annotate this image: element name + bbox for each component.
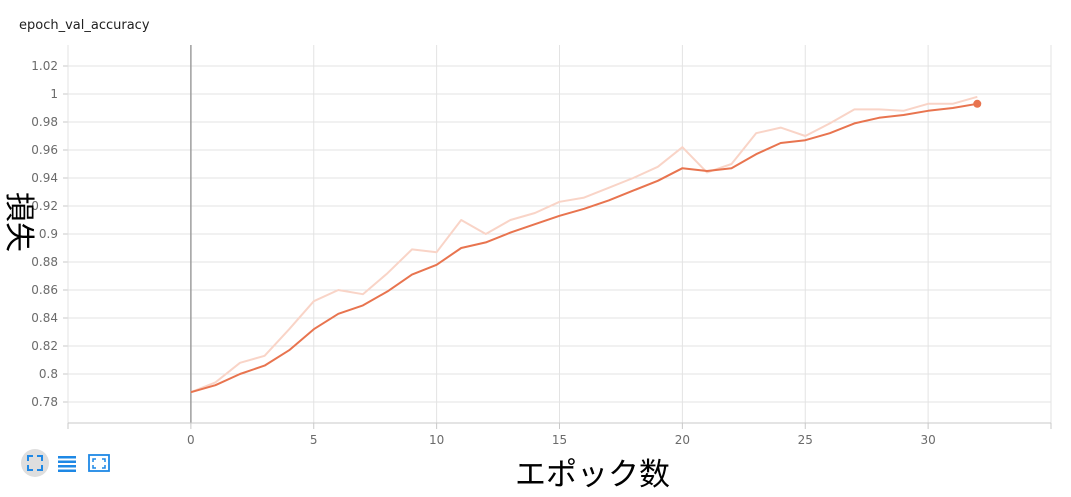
y-axis-label: 損失 (1, 192, 36, 252)
axis-layer: 0.78 0.8 0.82 0.84 0.86 0.88 0.9 0.92 0.94 0.96 0.… (31, 45, 1052, 447)
toggle-log-scale-icon (58, 456, 76, 472)
y-tick-label: 0.82 (31, 339, 58, 353)
fit-domain-button[interactable] (21, 449, 49, 477)
y-tick-label: 0.98 (31, 115, 58, 129)
expand-chart-button[interactable] (85, 449, 113, 477)
grid-layer (67, 45, 1052, 423)
y-tick-label: 0.9 (39, 227, 58, 241)
y-tick-label: 0.84 (31, 311, 58, 325)
x-tick-label: 30 (920, 433, 935, 447)
y-tick-label: 0.88 (31, 255, 58, 269)
y-tick-label: 0.92 (31, 199, 58, 213)
expand-chart-icon (88, 454, 110, 472)
chart-title: epoch_val_accuracy (19, 18, 150, 33)
y-tick-label: 0.94 (31, 171, 58, 185)
last-point-marker (973, 99, 982, 108)
series-layer (190, 95, 982, 394)
y-tick-label: 1 (50, 87, 58, 101)
x-tick-label: 25 (798, 433, 813, 447)
y-tick-label: 0.86 (31, 283, 58, 297)
y-tick-label: 0.96 (31, 143, 58, 157)
smoothed-series-line (190, 102, 978, 394)
fit-domain-icon (27, 455, 43, 471)
x-tick-label: 5 (310, 433, 318, 447)
x-tick-label: 10 (429, 433, 444, 447)
toggle-log-scale-button[interactable] (53, 449, 81, 477)
x-tick-label: 0 (187, 433, 195, 447)
y-tick-label: 1.02 (31, 59, 58, 73)
y-tick-label: 0.8 (39, 367, 58, 381)
x-tick-label: 15 (552, 433, 567, 447)
y-tick-label: 0.78 (31, 395, 58, 409)
raw-series-line (190, 95, 978, 394)
x-axis-label: エポック数 (515, 457, 670, 493)
x-tick-label: 20 (675, 433, 690, 447)
